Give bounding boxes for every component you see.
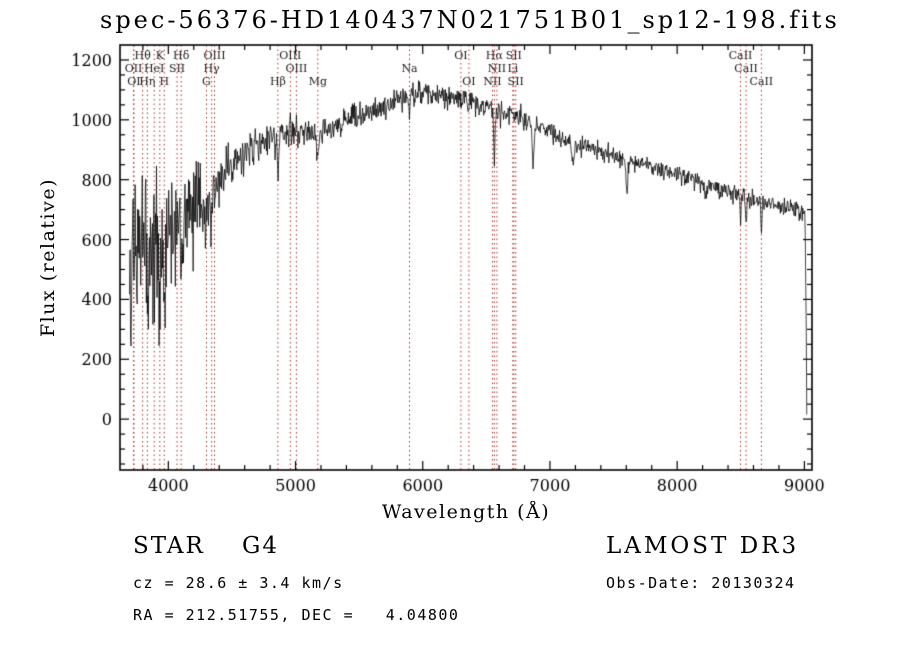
y-axis-label: Flux (relative) xyxy=(34,45,62,470)
plot-title: spec-56376-HD140437N021751B01_sp12-198.f… xyxy=(100,6,840,34)
obs-date-text: Obs-Date: 20130324 xyxy=(606,574,796,592)
x-axis-label: Wavelength (Å) xyxy=(381,501,551,523)
classification-text: STAR G4 xyxy=(133,533,280,559)
y-axis-label-text: Flux (relative) xyxy=(37,178,59,337)
survey-release-text: LAMOST DR3 xyxy=(606,533,800,559)
radial-velocity-text: cz = 28.6 ± 3.4 km/s xyxy=(133,574,344,592)
coordinates-text: RA = 212.51755, DEC = 4.04800 xyxy=(133,606,460,624)
